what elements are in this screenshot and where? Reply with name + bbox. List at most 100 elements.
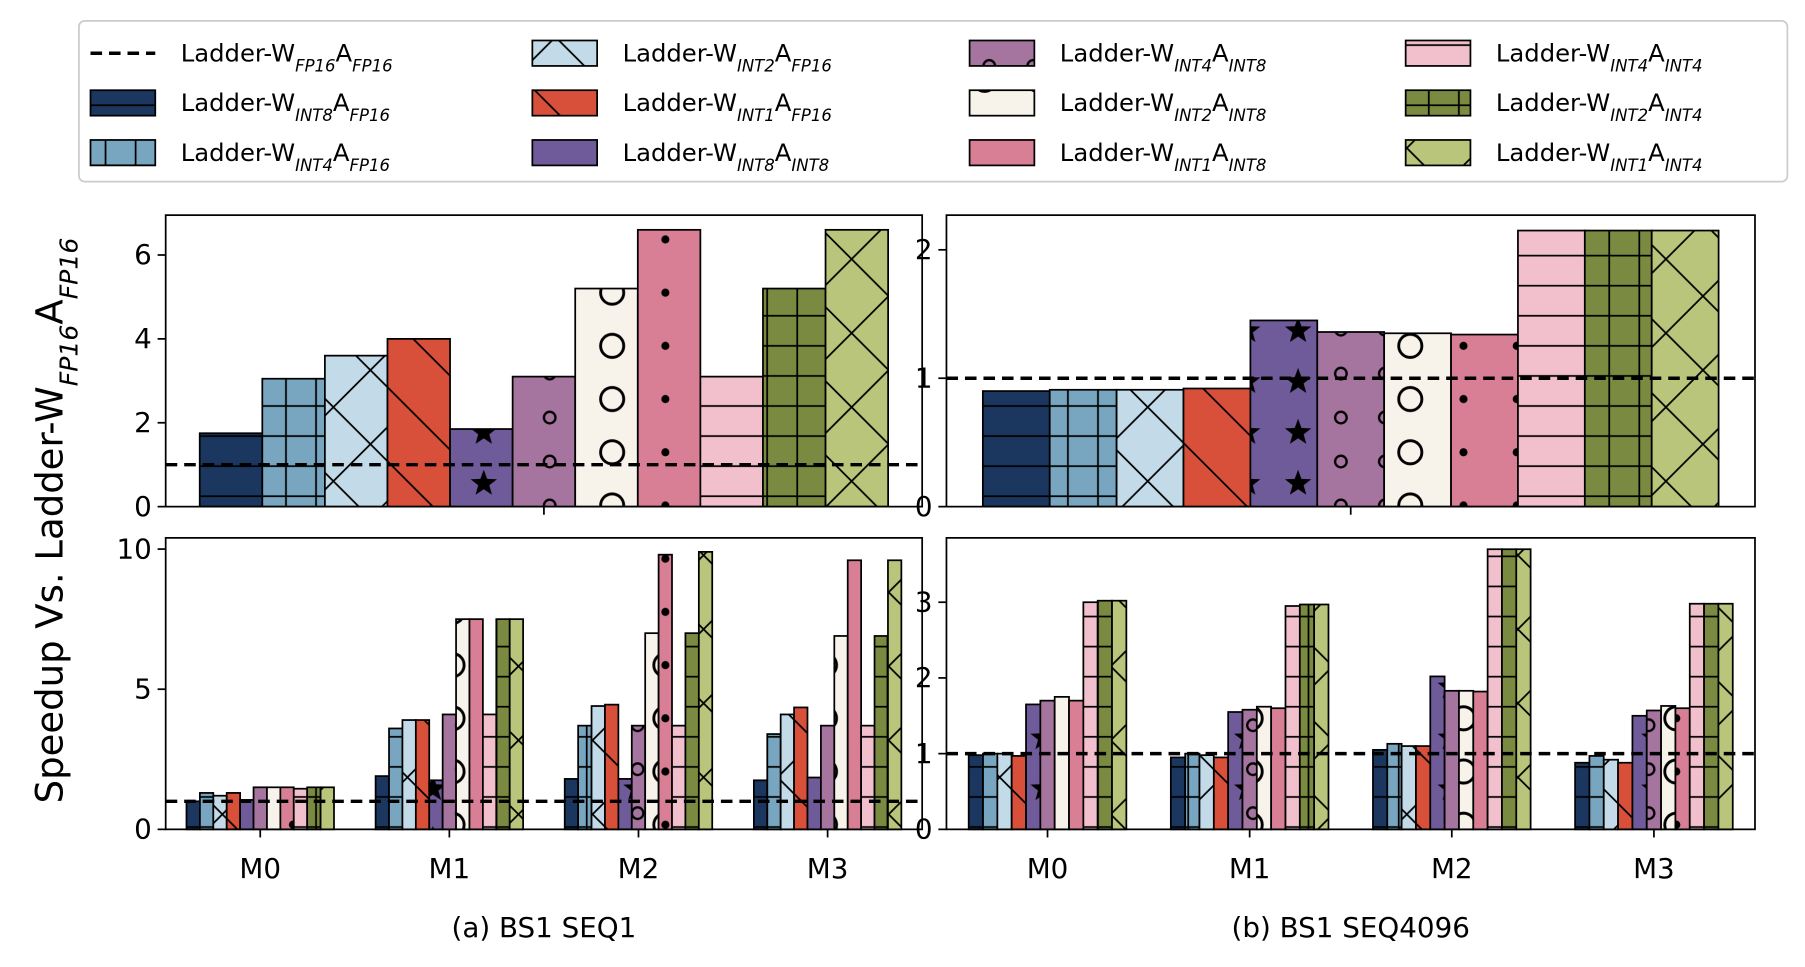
label-part: Ladder-W [1060,88,1174,117]
legend-swatch [531,139,598,167]
bar [1660,705,1677,831]
axes-frame [164,214,924,508]
legend-label: Ladder-WINT1AINT4 [1496,138,1703,174]
bar [292,787,309,831]
bar [1386,742,1403,831]
bar [574,287,639,508]
bar [793,706,809,831]
bar [1115,388,1185,508]
bar [388,727,404,831]
bar [198,432,264,508]
bar [981,390,1051,508]
bar [617,778,633,831]
label-part: INT1 [1610,155,1648,174]
axes-frame [945,214,1756,508]
x-tick-label: M1 [1229,852,1271,885]
y-tick-label: 0 [915,813,933,846]
bar [185,800,201,831]
label-part: Ladder-W [181,138,295,167]
label-part: FP16 [791,106,831,125]
y-tick-label: 1 [915,737,933,770]
legend-label: Ladder-WINT2AINT8 [1060,88,1267,125]
label-part: INT8 [1229,155,1267,174]
bar [1515,548,1532,831]
legend-label: Ladder-WFP16AFP16 [181,38,393,74]
y-tick-label: 5 [134,672,152,705]
y-tick-label: 0 [134,813,152,846]
bar [1082,601,1099,831]
label-part: INT2 [1174,106,1212,125]
bar [824,228,889,508]
bar [996,752,1013,831]
legend-swatch [1404,139,1472,167]
y-tick-label: 6 [134,238,152,271]
legend-label: Ladder-WINT4AINT4 [1496,38,1703,74]
y-tick-label: 4 [134,322,152,355]
label-part: Speedup Vs. Ladder-W [29,386,72,803]
bar [455,618,471,831]
bar [1053,695,1070,831]
label-part: INT4 [1665,56,1703,75]
bar [1249,319,1319,508]
label-part: INT8 [737,155,775,174]
x-tick-label: M2 [1431,852,1473,885]
label-part: FP16 [295,56,335,75]
bar [1583,229,1653,508]
label-part: FP16 [350,155,390,174]
bar [1298,603,1316,831]
label-part: INT8 [1229,106,1267,125]
bar [1472,690,1489,831]
bar [279,786,295,831]
bar [1688,602,1705,831]
bar [386,338,451,508]
label-part: Ladder-W [1496,88,1610,117]
x-tick-label: M3 [807,852,849,885]
bar [671,724,687,831]
bar [449,428,514,508]
legend-swatch [89,89,157,117]
bar [697,551,714,831]
label-part: FP16 [352,56,392,75]
label-part: INT4 [295,155,333,174]
legend-label: Ladder-WINT4AFP16 [181,138,390,174]
label-part: Ladder-W [623,88,737,117]
bar [1486,548,1503,831]
label-part: Ladder-W [623,138,737,167]
label-part: Ladder-W [623,38,737,67]
bar [1255,705,1273,831]
bar [1650,229,1720,508]
legend-label: Ladder-WINT4AINT8 [1060,38,1267,74]
bar [860,724,876,831]
bar [1645,709,1662,831]
bar [982,752,999,831]
label-part: INT8 [295,106,333,125]
bar [806,776,822,831]
y-tick-label: 2 [915,233,933,266]
bar [636,228,702,508]
label-part: INT8 [1229,56,1267,75]
bar [1182,387,1252,508]
label-part: FP16 [791,56,831,75]
bar [1313,603,1330,831]
bar [577,724,593,831]
bar [1068,699,1085,831]
legend-swatch [1404,39,1472,67]
label-part: INT4 [1610,56,1648,75]
bar [1198,754,1215,831]
x-tick-label: M1 [429,852,471,885]
label-part: FP16 [54,325,83,387]
legend-swatch [968,139,1036,167]
label-part: Ladder-W [1496,38,1610,67]
bar [1574,761,1591,831]
axes-frame [164,536,924,831]
bar [887,559,903,831]
label-part: A [29,299,72,324]
bar [1096,599,1113,831]
bar [1227,711,1244,831]
bar [1184,752,1201,831]
legend-label: Ladder-WINT8AFP16 [181,88,390,125]
label-part: Ladder-W [181,88,295,117]
bar [482,713,498,831]
bar [1284,605,1301,831]
label-part: A [1648,88,1665,117]
